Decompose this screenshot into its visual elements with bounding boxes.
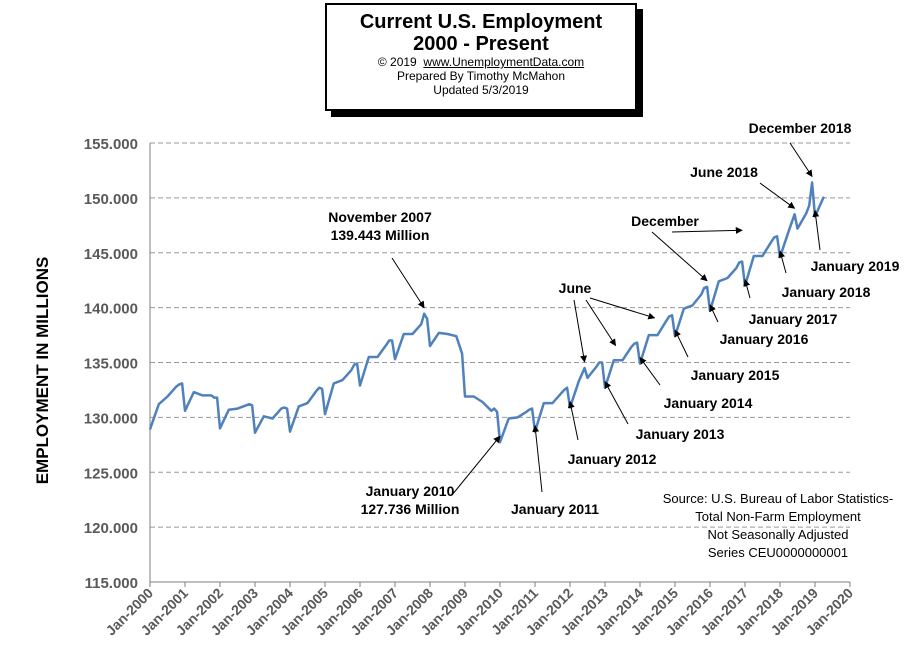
annotation-label: January 2016 [720,331,809,347]
annotation-arrow [709,304,719,323]
annotation-label: January 2018 [782,284,871,300]
annotation-label: January 2019 [811,258,900,274]
copyright-line: © 2019 www.UnemploymentData.com [327,55,635,69]
annotation-label: January 2012 [568,451,657,467]
annotation-arrow [532,424,543,493]
y-tick-label: 130.000 [84,410,138,427]
source-note-line: Series CEU0000000001 [708,545,848,560]
annotation-label: June [559,280,592,296]
annotation-arrow [674,329,689,358]
source-note-line: Not Seasonally Adjusted [708,527,849,542]
y-tick-label: 145.000 [84,246,138,263]
annotation-label: January 2013 [636,426,725,442]
annotation-arrow [451,435,501,496]
annotation-arrow [391,257,425,309]
annotation-label: June 2018 [690,164,758,180]
y-tick-label: 150.000 [84,191,138,208]
y-tick-label: 140.000 [84,301,138,318]
annotation-label: 127.736 Million [361,501,460,517]
annotation-arrow [812,209,821,251]
annotation-arrow [789,142,813,178]
annotation-label: January 2010 [366,483,455,499]
y-tick-label: 125.000 [84,465,138,482]
y-tick-label: 115.000 [85,575,138,592]
annotation-label: December [631,213,699,229]
copyright-text: © 2019 [377,55,417,69]
annotation-arrow [743,278,751,299]
chart-title: Current U.S. Employment [359,11,603,33]
annotation-arrow [651,231,708,282]
employment-series-line [148,181,825,444]
annotation-arrow [604,381,629,425]
annotation-arrow [585,299,617,347]
y-axis-title: EMPLOYMENT IN MILLIONS [33,257,52,485]
chart-subtitle: 2000 - Present [413,33,549,55]
annotation-arrow [759,182,796,209]
annotation-arrow [573,299,587,363]
chart-title-box: Current U.S. Employment 2000 - Present ©… [325,3,637,111]
annotation-label: January 2014 [664,395,753,411]
prepared-by: Prepared By Timothy McMahon [396,69,566,83]
y-tick-label: 135.000 [84,356,138,373]
annotation-arrow [639,357,661,386]
annotation-label: January 2011 [511,501,599,517]
annotation-label: November 2007 [328,209,432,225]
annotation-label: 139.443 Million [331,227,430,243]
annotation-arrow [778,250,787,274]
annotation-label: December 2018 [749,120,852,136]
annotation-arrow [671,226,743,234]
source-note-line: Source: U.S. Bureau of Labor Statistics- [663,491,894,506]
y-tick-label: 155.000 [84,136,138,153]
updated-date: Updated 5/3/2019 [433,83,529,97]
annotation-label: January 2015 [691,367,780,383]
annotation-arrow [567,400,579,441]
annotation-label: January 2017 [749,311,838,327]
y-tick-label: 120.000 [84,520,138,537]
website-link[interactable]: www.UnemploymentData.com [423,55,585,69]
source-note-line: Total Non-Farm Employment [695,509,861,524]
annotation-arrow [589,297,656,320]
